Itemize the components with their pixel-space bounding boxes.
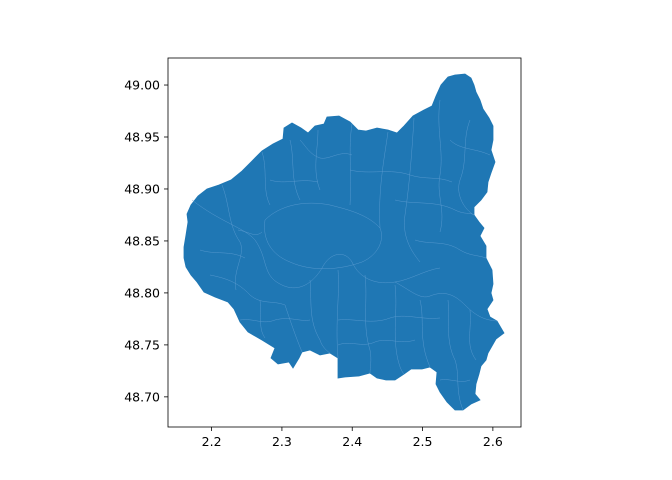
y-tick-label: 48.90 (124, 181, 160, 196)
boundary-line (284, 304, 303, 353)
marne-river-boundary (394, 281, 498, 322)
boundary-line (379, 131, 389, 229)
x-tick-label: 2.5 (413, 434, 433, 449)
boundary-line (259, 299, 266, 339)
boundary-line (447, 299, 464, 411)
boundary-line (349, 169, 453, 183)
axes-frame (167, 57, 522, 428)
boundary-line (364, 274, 372, 374)
boundary-line (419, 299, 431, 368)
boundary-line (438, 99, 443, 233)
boundary-line (404, 117, 421, 263)
boundary-line (289, 139, 301, 201)
boundary-line (199, 249, 246, 259)
boundary-line (261, 151, 271, 206)
boundary-line (315, 129, 321, 191)
municipality-boundaries (191, 99, 498, 411)
y-tick-label: 48.75 (124, 337, 160, 352)
boundary-line (269, 179, 319, 183)
boundary-line (449, 139, 491, 156)
y-tick-label: 48.70 (124, 389, 160, 404)
y-tick-label: 48.85 (124, 233, 160, 248)
boundary-line (414, 239, 487, 259)
region-outline (183, 73, 505, 411)
x-tick-label: 2.4 (342, 434, 362, 449)
map-layer (183, 73, 505, 411)
boundary-line (209, 274, 286, 306)
x-tick-label: 2.2 (202, 434, 222, 449)
x-tick-label: 2.6 (483, 434, 503, 449)
y-tick-label: 48.80 (124, 285, 160, 300)
boundary-line (336, 269, 339, 359)
boundary-line (439, 379, 471, 382)
y-axis: 49.00 48.95 48.90 48.85 48.80 48.75 48.70 (124, 78, 168, 404)
boundary-line (237, 229, 263, 235)
y-tick-label: 49.00 (124, 78, 160, 93)
x-tick-label: 2.3 (272, 434, 292, 449)
x-axis: 2.2 2.3 2.4 2.5 2.6 (202, 427, 503, 449)
y-tick-label: 48.95 (124, 129, 160, 144)
boundary-line (221, 184, 242, 291)
boundary-line (239, 318, 311, 323)
boundary-line (337, 339, 416, 346)
boundary-line (469, 309, 477, 361)
boundary-line (394, 199, 475, 216)
boundary-line (349, 123, 353, 206)
boundary-line (299, 139, 353, 159)
paris-boundary (264, 202, 382, 269)
seine-river-boundary (191, 199, 441, 289)
boundary-line (337, 315, 441, 322)
boundary-line (458, 119, 475, 216)
boundary-line (309, 279, 331, 354)
boundary-line (394, 284, 405, 375)
